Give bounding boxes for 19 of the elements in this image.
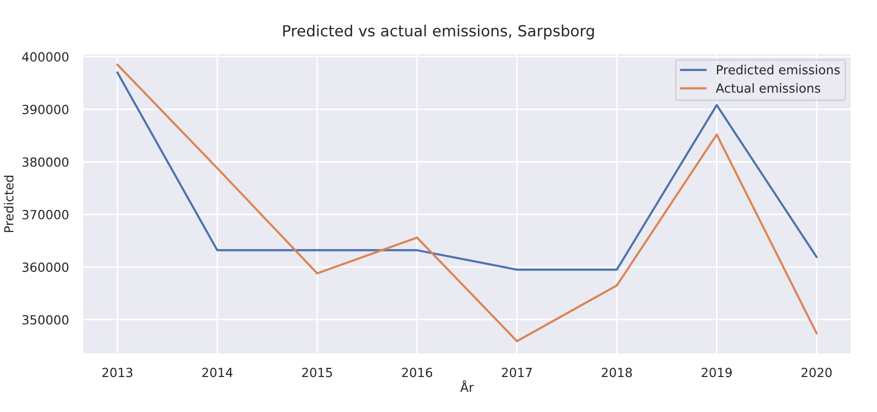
x-axis-title: År	[460, 380, 474, 392]
y-tick-label: 390000	[22, 104, 68, 114]
x-tick-label: 2019	[702, 368, 732, 378]
legend-label: Predicted emissions	[716, 64, 840, 74]
x-tick-label: 2016	[402, 368, 432, 378]
x-tick-label: 2013	[102, 368, 132, 378]
y-tick-label: 370000	[22, 210, 68, 220]
y-axis-title: Predicted	[4, 176, 14, 232]
y-tick-label: 400000	[22, 52, 68, 62]
chart-title: Predicted vs actual emissions, Sarpsborg	[283, 24, 594, 40]
y-tick-label: 360000	[22, 262, 68, 272]
y-tick-label: 350000	[22, 315, 68, 325]
x-tick-label: 2018	[602, 368, 632, 378]
y-tick-label: 380000	[22, 157, 68, 167]
x-tick-label: 2014	[202, 368, 232, 378]
x-tick-label: 2020	[802, 368, 832, 378]
legend-label: Actual emissions	[716, 83, 820, 93]
x-tick-label: 2015	[302, 368, 332, 378]
x-tick-label: 2017	[502, 368, 532, 378]
